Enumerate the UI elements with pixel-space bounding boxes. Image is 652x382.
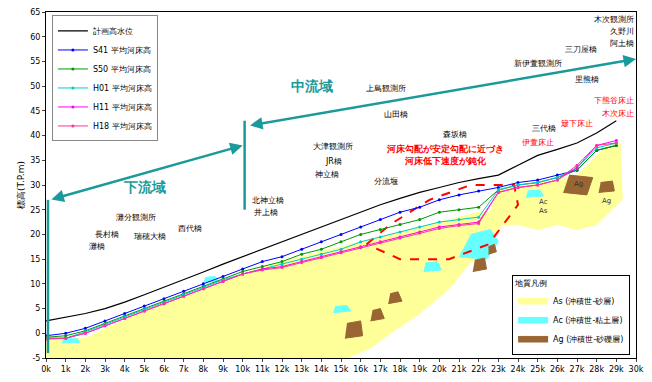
svg-text:Ag: Ag	[602, 197, 611, 205]
svg-text:15k: 15k	[334, 365, 349, 374]
svg-text:灘分観測所: 灘分観測所	[116, 213, 156, 222]
svg-text:標高(T.P.m): 標高(T.P.m)	[16, 161, 26, 209]
svg-text:11k: 11k	[255, 365, 270, 374]
svg-text:9k: 9k	[218, 365, 228, 374]
svg-text:北神立橋: 北神立橋	[252, 196, 284, 205]
svg-text:40: 40	[30, 131, 40, 140]
svg-text:木次床止: 木次床止	[602, 109, 634, 118]
svg-text:45: 45	[30, 107, 40, 116]
svg-text:24k: 24k	[511, 365, 526, 374]
svg-text:13k: 13k	[294, 365, 309, 374]
svg-text:16k: 16k	[353, 365, 368, 374]
svg-text:阿土橋: 阿土橋	[610, 39, 634, 48]
svg-text:上島観測所: 上島観測所	[366, 84, 406, 93]
svg-text:瑞穂大橋: 瑞穂大橋	[134, 232, 166, 241]
svg-text:8k: 8k	[198, 365, 208, 374]
svg-text:計画高水位: 計画高水位	[93, 27, 133, 36]
svg-text:35: 35	[30, 156, 40, 165]
svg-text:3k: 3k	[100, 365, 110, 374]
svg-text:Ac (沖積世-粘土層): Ac (沖積世-粘土層)	[553, 316, 622, 325]
svg-text:10: 10	[30, 280, 40, 289]
svg-text:1k: 1k	[61, 365, 71, 374]
svg-text:Ag: Ag	[574, 180, 583, 188]
svg-text:29k: 29k	[609, 365, 624, 374]
svg-text:15: 15	[30, 255, 40, 264]
svg-text:里熊橋: 里熊橋	[575, 75, 599, 84]
svg-text:20k: 20k	[432, 365, 447, 374]
svg-text:21k: 21k	[452, 365, 467, 374]
svg-text:30: 30	[30, 181, 40, 190]
svg-text:分流堰: 分流堰	[374, 177, 398, 186]
svg-text:60: 60	[30, 33, 40, 42]
svg-text:28k: 28k	[589, 365, 604, 374]
svg-text:14k: 14k	[314, 365, 329, 374]
svg-text:地質凡例: 地質凡例	[514, 279, 547, 288]
svg-text:17k: 17k	[373, 365, 388, 374]
svg-text:木次観測所: 木次観測所	[594, 15, 634, 24]
svg-text:50: 50	[30, 82, 40, 91]
svg-text:As: As	[539, 207, 548, 215]
svg-text:23k: 23k	[491, 365, 506, 374]
svg-text:5: 5	[35, 304, 40, 313]
svg-text:下流域: 下流域	[123, 179, 166, 195]
svg-text:伊萱床止: 伊萱床止	[522, 138, 554, 147]
svg-text:S41 平均河床高: S41 平均河床高	[93, 46, 151, 55]
svg-text:2k: 2k	[80, 365, 90, 374]
svg-text:簸下床止: 簸下床止	[561, 119, 593, 128]
svg-text:6k: 6k	[159, 365, 169, 374]
svg-text:H01 平均河床高: H01 平均河床高	[93, 84, 152, 93]
svg-text:12k: 12k	[275, 365, 290, 374]
svg-text:30k: 30k	[629, 365, 644, 374]
svg-text:55: 55	[30, 57, 40, 66]
svg-text:25k: 25k	[530, 365, 545, 374]
svg-text:河床勾配が安定勾配に近づき河床低下速度が鈍化: 河床勾配が安定勾配に近づき河床低下速度が鈍化	[386, 144, 504, 166]
svg-text:H18 平均河床高: H18 平均河床高	[93, 122, 152, 131]
svg-text:三刀屋橋: 三刀屋橋	[565, 45, 597, 54]
svg-text:7k: 7k	[179, 365, 189, 374]
svg-text:西代橋: 西代橋	[178, 224, 202, 233]
svg-text:18k: 18k	[393, 365, 408, 374]
svg-text:Ac: Ac	[539, 198, 548, 206]
svg-text:三代橋: 三代橋	[532, 124, 556, 133]
svg-text:大津観測所: 大津観測所	[313, 142, 353, 151]
svg-text:新伊萱観測所: 新伊萱観測所	[514, 59, 562, 68]
svg-text:神立橋: 神立橋	[315, 170, 339, 179]
svg-text:5k: 5k	[139, 365, 149, 374]
svg-text:As (沖積世-砂層): As (沖積世-砂層)	[553, 297, 614, 306]
svg-text:JR橋: JR橋	[325, 157, 342, 166]
svg-text:-5: -5	[32, 354, 40, 363]
svg-text:中流域: 中流域	[291, 78, 333, 94]
svg-text:0k: 0k	[41, 365, 51, 374]
svg-text:山田橋: 山田橋	[384, 110, 408, 119]
svg-text:27k: 27k	[570, 365, 585, 374]
svg-text:S50 平均河床高: S50 平均河床高	[93, 65, 151, 74]
svg-text:65: 65	[30, 8, 40, 17]
svg-text:久野川: 久野川	[610, 27, 634, 36]
svg-text:Ag (沖積世-砂礫層): Ag (沖積世-砂礫層)	[553, 335, 623, 344]
svg-text:26k: 26k	[550, 365, 565, 374]
svg-text:井上橋: 井上橋	[254, 208, 278, 217]
svg-text:20: 20	[30, 230, 40, 239]
svg-text:長村橋: 長村橋	[95, 230, 119, 239]
svg-text:10k: 10k	[235, 365, 250, 374]
svg-text:22k: 22k	[471, 365, 486, 374]
svg-text:19k: 19k	[412, 365, 427, 374]
svg-text:4k: 4k	[120, 365, 130, 374]
svg-text:H11 平均河床高: H11 平均河床高	[93, 103, 152, 112]
svg-text:0: 0	[35, 329, 40, 338]
svg-text:灘橋: 灘橋	[89, 242, 105, 251]
svg-text:森坂橋: 森坂橋	[443, 130, 467, 139]
svg-text:下熊谷床止: 下熊谷床止	[594, 96, 634, 105]
svg-text:25: 25	[30, 206, 40, 215]
